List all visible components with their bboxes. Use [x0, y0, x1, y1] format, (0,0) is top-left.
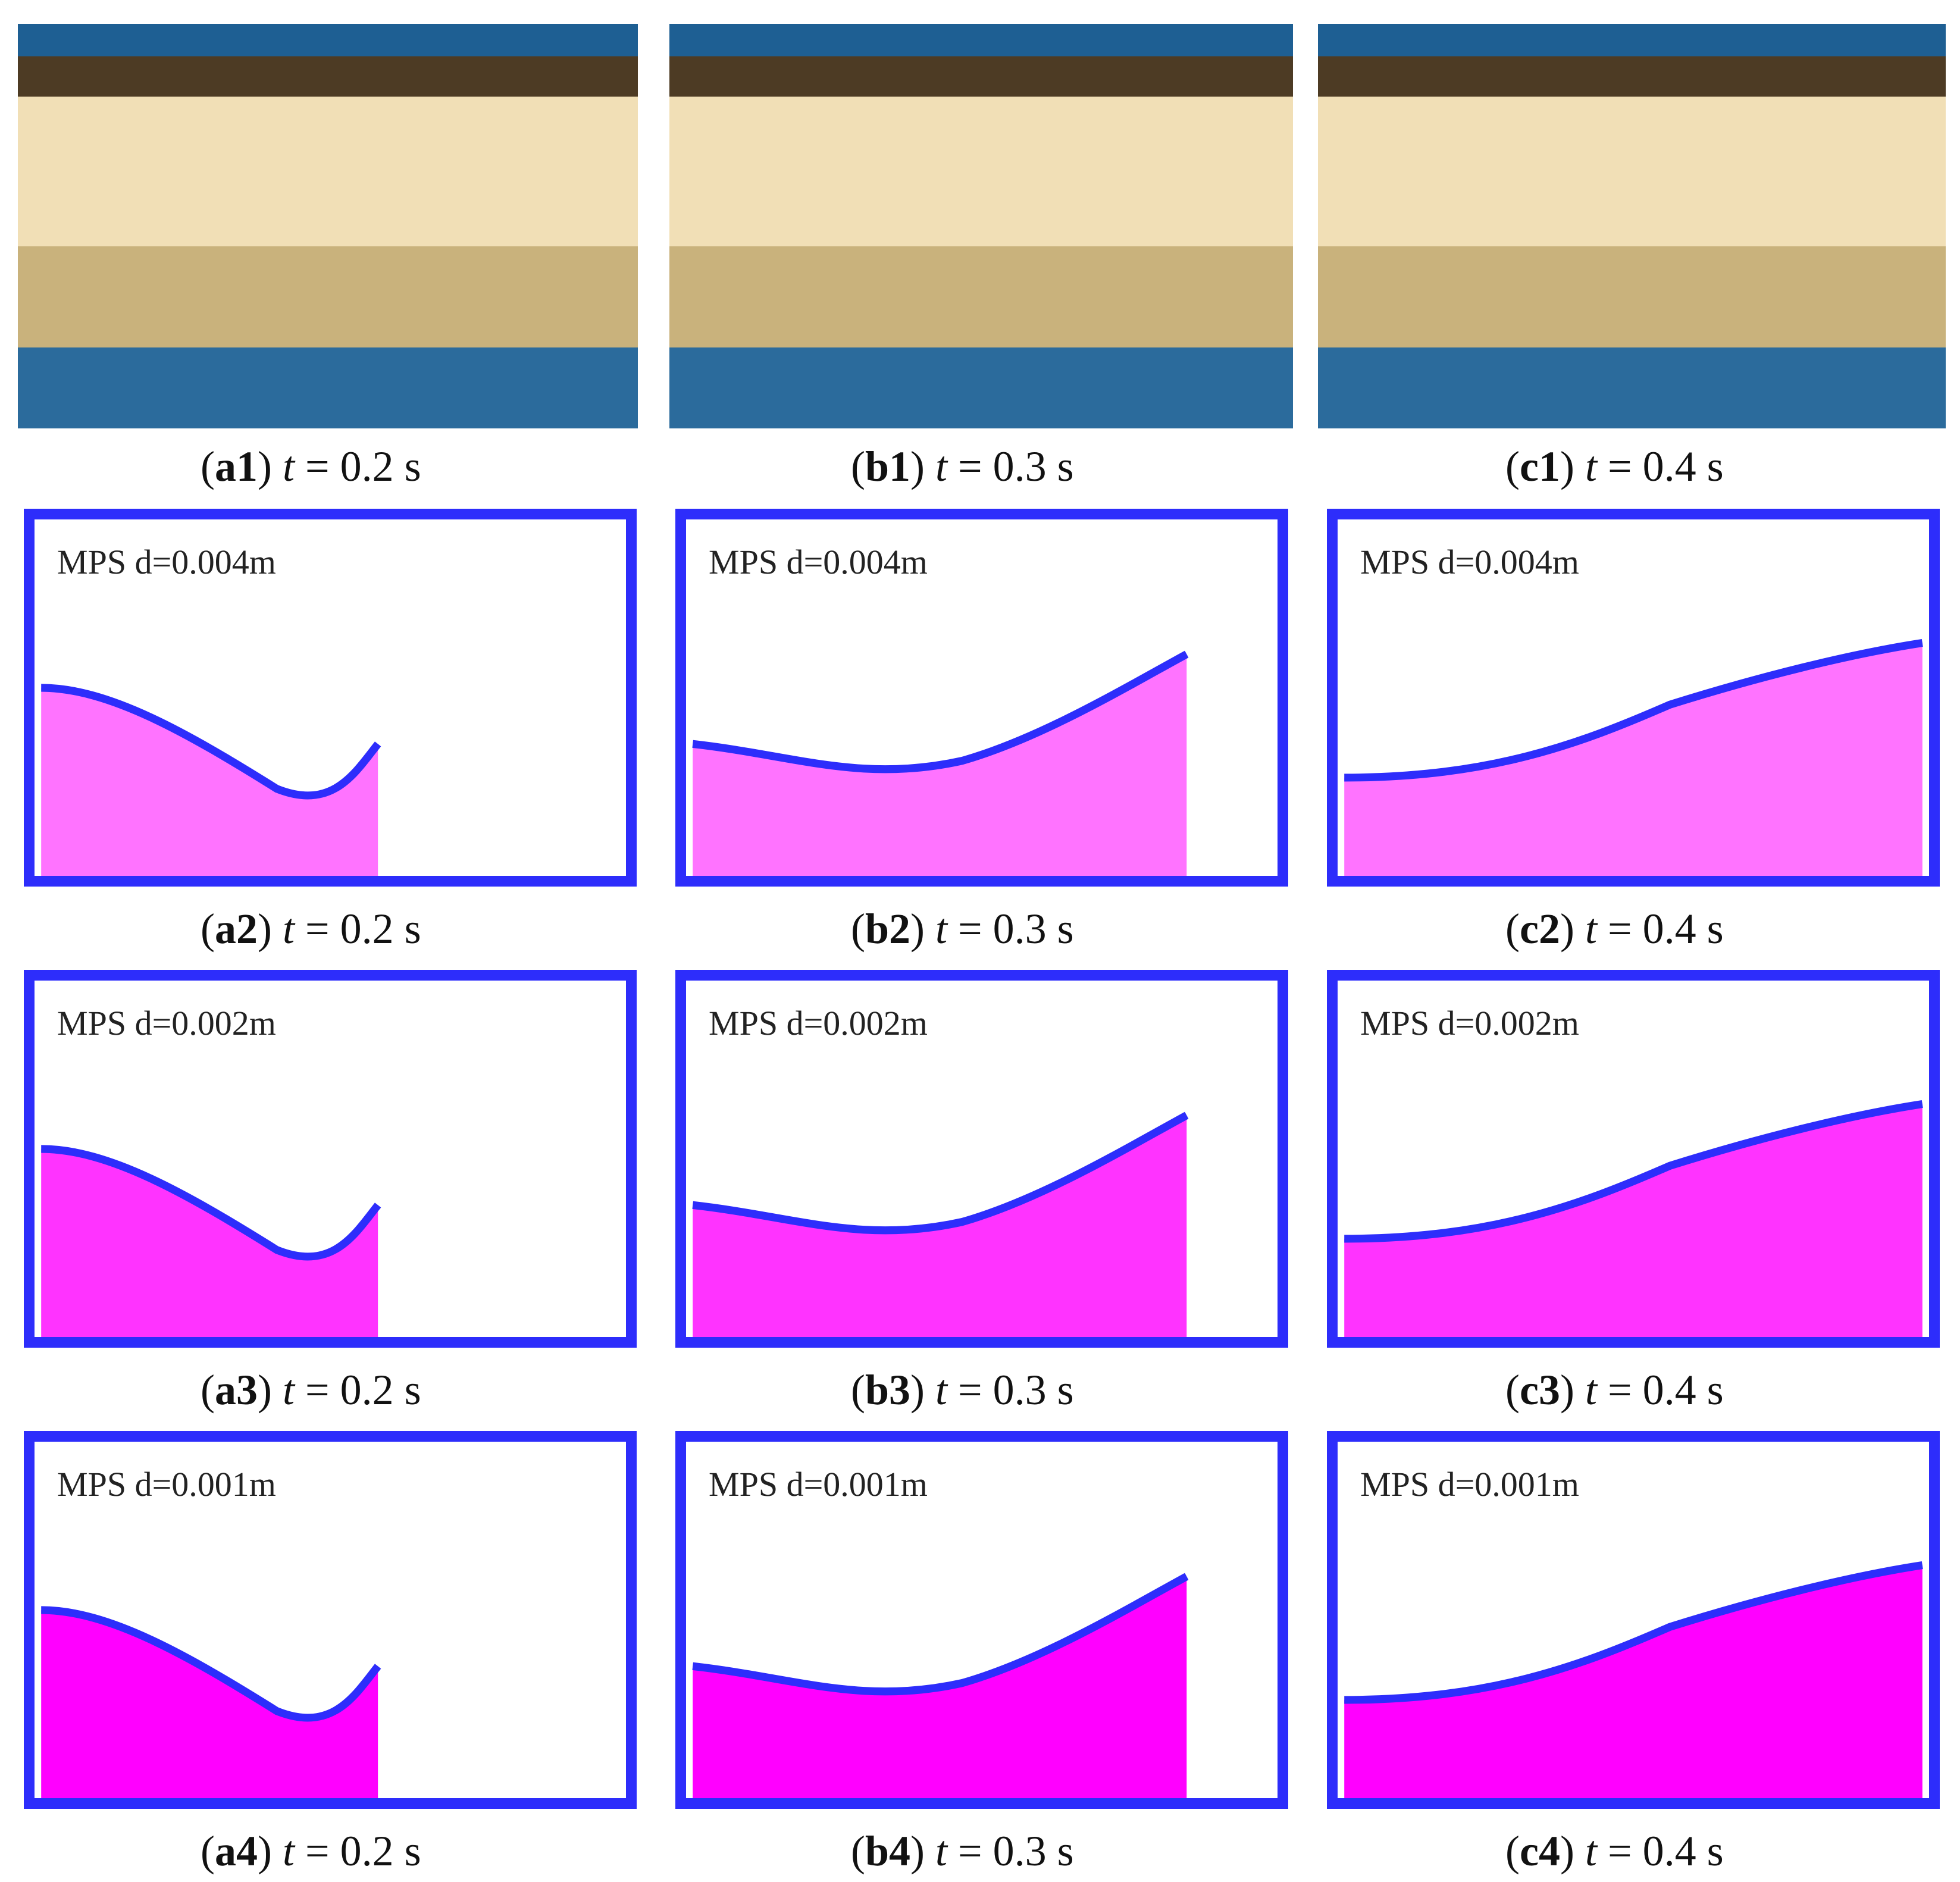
sim-title-a4: MPS d=0.001m: [57, 1465, 276, 1504]
sim-panel-a2: MPS d=0.004m: [24, 509, 637, 887]
fluid-region: [41, 1609, 378, 1798]
free-surface-line: [41, 1606, 381, 1722]
fluid-region: [1344, 1565, 1923, 1798]
fluid-region: [693, 1576, 1187, 1798]
free-surface-line: [1344, 639, 1923, 782]
sim-panel-a4: MPS d=0.001m: [24, 1431, 637, 1809]
free-surface-line: [692, 1573, 1189, 1696]
photo-panel-a1: [18, 24, 638, 428]
sim-title-b3: MPS d=0.002m: [709, 1004, 928, 1042]
caption-b2: (b2) t = 0.3 s: [851, 905, 1074, 953]
free-surface-line: [41, 684, 381, 800]
sim-panel-c3: MPS d=0.002m: [1327, 970, 1940, 1348]
fluid-region: [41, 1148, 378, 1337]
sim-panel-b2: MPS d=0.004m: [675, 509, 1288, 887]
caption-b4: (b4) t = 0.3 s: [851, 1827, 1074, 1875]
caption-a3: (a3) t = 0.2 s: [201, 1366, 421, 1414]
caption-c1: (c1) t = 0.4 s: [1505, 443, 1724, 490]
fluid-layer-a2: [41, 684, 381, 876]
caption-a4: (a4) t = 0.2 s: [201, 1827, 421, 1875]
fluid-layer-a4: [41, 1606, 381, 1798]
sim-panel-c2: MPS d=0.004m: [1327, 509, 1940, 887]
free-surface-line: [1344, 1561, 1923, 1704]
caption-b3: (b3) t = 0.3 s: [851, 1366, 1074, 1414]
sim-title-b4: MPS d=0.001m: [709, 1465, 928, 1504]
fluid-layer-b3: [692, 1111, 1189, 1337]
fluid-region: [41, 687, 378, 876]
fluid-region: [693, 654, 1187, 876]
fluid-region: [693, 1115, 1187, 1337]
sim-title-c3: MPS d=0.002m: [1360, 1004, 1579, 1042]
sim-panel-a3: MPS d=0.002m: [24, 970, 637, 1348]
fluid-layer-b2: [692, 650, 1189, 876]
sim-title-c4: MPS d=0.001m: [1360, 1465, 1579, 1504]
sim-panel-c4: MPS d=0.001m: [1327, 1431, 1940, 1809]
caption-c4: (c4) t = 0.4 s: [1505, 1827, 1724, 1875]
fluid-layer-c2: [1344, 639, 1923, 876]
fluid-region: [1344, 1104, 1923, 1337]
free-surface-line: [1344, 1100, 1923, 1243]
caption-c3: (c3) t = 0.4 s: [1505, 1366, 1724, 1414]
caption-a2: (a2) t = 0.2 s: [201, 905, 421, 953]
sim-panel-b4: MPS d=0.001m: [675, 1431, 1288, 1809]
fluid-layer-b4: [692, 1573, 1189, 1798]
sim-title-a3: MPS d=0.002m: [57, 1004, 276, 1042]
fluid-layer-c4: [1344, 1561, 1923, 1798]
sim-panel-b3: MPS d=0.002m: [675, 970, 1288, 1348]
fluid-layer-a3: [41, 1145, 381, 1337]
photo-panel-c1: [1318, 24, 1946, 428]
caption-c2: (c2) t = 0.4 s: [1505, 905, 1724, 953]
fluid-region: [1344, 643, 1923, 876]
sim-title-c2: MPS d=0.004m: [1360, 543, 1579, 581]
sim-title-b2: MPS d=0.004m: [709, 543, 928, 581]
free-surface-line: [692, 650, 1189, 774]
photo-panel-b1: [669, 24, 1293, 428]
fluid-layer-c3: [1344, 1100, 1923, 1337]
free-surface-line: [692, 1111, 1189, 1235]
sim-title-a2: MPS d=0.004m: [57, 543, 276, 581]
free-surface-line: [41, 1145, 381, 1261]
caption-a1: (a1) t = 0.2 s: [201, 443, 421, 490]
caption-b1: (b1) t = 0.3 s: [851, 443, 1074, 490]
